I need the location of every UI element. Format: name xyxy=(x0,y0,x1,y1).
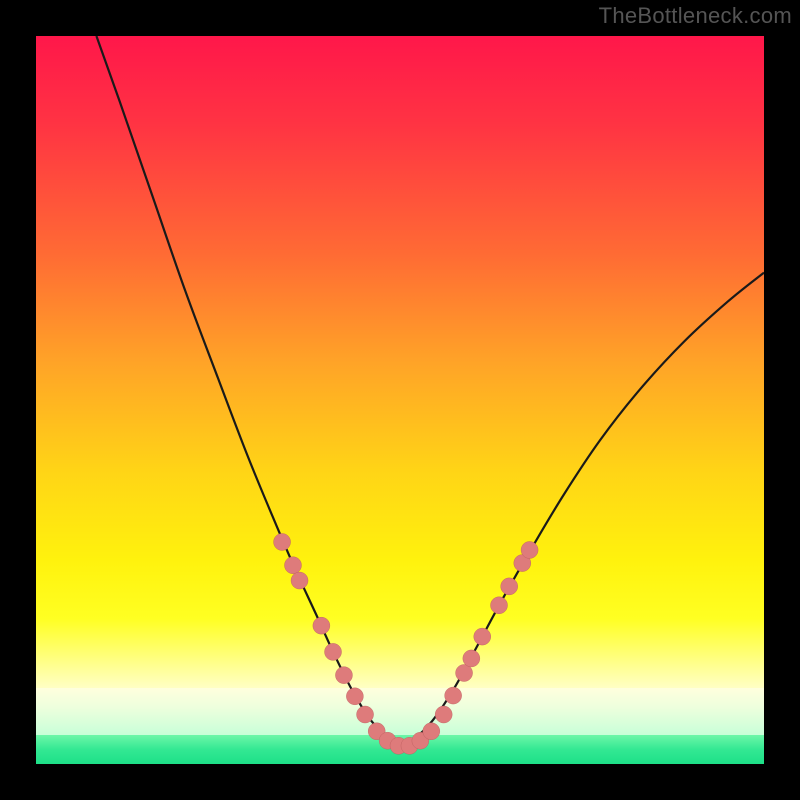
marker-group xyxy=(274,533,539,754)
data-marker xyxy=(445,687,462,704)
data-marker xyxy=(474,628,491,645)
data-marker xyxy=(423,723,440,740)
data-marker xyxy=(435,706,452,723)
curve-right-branch xyxy=(400,273,764,746)
data-marker xyxy=(313,617,330,634)
plot-area xyxy=(36,36,764,764)
data-marker xyxy=(284,557,301,574)
watermark-text: TheBottleneck.com xyxy=(599,3,792,29)
data-marker xyxy=(335,667,352,684)
data-marker xyxy=(325,643,342,660)
bottleneck-curve-chart xyxy=(36,36,764,764)
data-marker xyxy=(521,541,538,558)
data-marker xyxy=(346,688,363,705)
data-marker xyxy=(456,664,473,681)
data-marker xyxy=(463,650,480,667)
data-marker xyxy=(357,706,374,723)
curve-left-branch xyxy=(96,36,400,746)
data-marker xyxy=(274,533,291,550)
data-marker xyxy=(291,572,308,589)
data-marker xyxy=(491,597,508,614)
data-marker xyxy=(501,578,518,595)
